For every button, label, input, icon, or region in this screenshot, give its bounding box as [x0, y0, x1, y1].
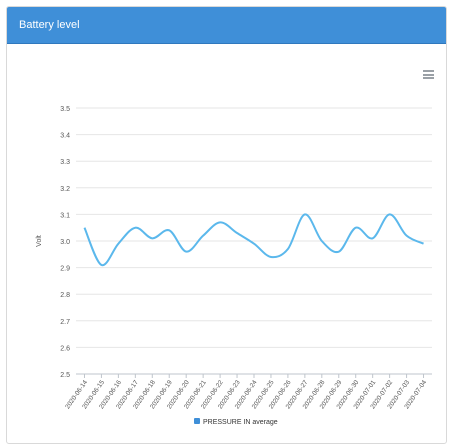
chart-container: 2.5 2.6 2.7 2.8 2.9 3.0 3.1 3.2 3.3 3.4 3.5 Volt 202…	[7, 44, 446, 443]
panel-title: Battery level	[19, 19, 80, 31]
battery-level-panel: Battery level 2.5 2.6 2.7 2.8 2.9 3.0 3.1 3.2 3.…	[6, 6, 447, 444]
line-chart: 2.52.62.72.82.93.03.13.23.33.43.5Volt202…	[36, 106, 432, 426]
y-tick-label: 2.9	[60, 266, 70, 273]
legend-label: PRESSURE IN average	[203, 419, 278, 426]
y-tick-label: 2.6	[60, 345, 70, 352]
series-line	[83, 213, 424, 267]
hamburger-menu-icon[interactable]	[423, 70, 434, 79]
y-tick-label: 3.5	[60, 106, 70, 113]
y-tick-label: 3.3	[60, 159, 70, 166]
y-axis-label: Volt	[36, 235, 43, 247]
y-tick-label: 3.1	[60, 212, 70, 219]
y-tick-label: 2.8	[60, 292, 70, 299]
y-tick-label: 2.5	[60, 372, 70, 379]
y-tick-label: 3.4	[60, 133, 70, 140]
y-tick-label: 3.2	[60, 186, 70, 193]
y-tick-label: 2.7	[60, 319, 70, 326]
y-tick-label: 3.0	[60, 239, 70, 246]
panel-header: Battery level	[7, 7, 446, 44]
legend-marker	[194, 418, 200, 424]
